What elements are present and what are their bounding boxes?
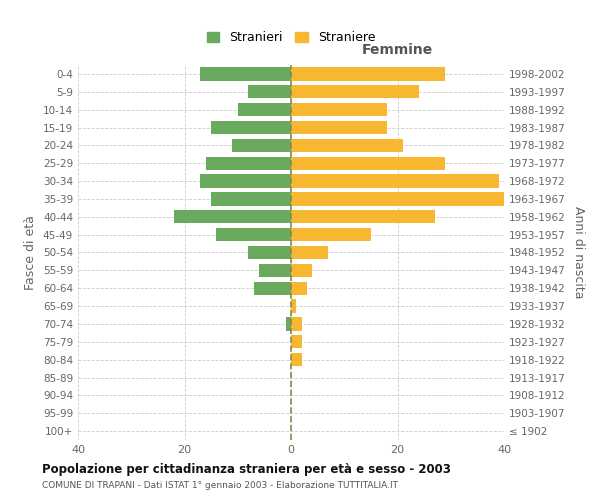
Bar (174, 210, 291, 224)
Bar (291, 317, 302, 330)
Bar (200, 67, 291, 80)
Bar (286, 317, 291, 330)
Bar (291, 210, 435, 224)
Bar (291, 353, 302, 366)
Bar (291, 174, 499, 188)
Legend: Stranieri, Straniere: Stranieri, Straniere (202, 26, 380, 49)
Bar (291, 156, 445, 170)
Bar (200, 174, 291, 188)
Bar (291, 282, 307, 295)
Bar (206, 156, 291, 170)
Bar (291, 85, 419, 98)
Bar (291, 300, 296, 313)
Bar (291, 67, 445, 80)
Bar (217, 228, 291, 241)
Bar (232, 138, 291, 152)
Bar (291, 228, 371, 241)
Bar (248, 85, 291, 98)
Bar (291, 138, 403, 152)
Y-axis label: Fasce di età: Fasce di età (25, 215, 37, 290)
Bar (291, 103, 387, 117)
Bar (291, 264, 313, 277)
Bar (248, 246, 291, 259)
Bar (211, 192, 291, 205)
Bar (211, 121, 291, 134)
Bar (291, 246, 328, 259)
Text: Popolazione per cittadinanza straniera per età e sesso - 2003: Popolazione per cittadinanza straniera p… (42, 462, 451, 475)
Bar (254, 282, 291, 295)
Bar (291, 121, 387, 134)
Text: Femmine: Femmine (362, 44, 433, 58)
Text: COMUNE DI TRAPANI - Dati ISTAT 1° gennaio 2003 - Elaborazione TUTTITALIA.IT: COMUNE DI TRAPANI - Dati ISTAT 1° gennai… (42, 481, 398, 490)
Bar (291, 192, 504, 205)
Bar (291, 335, 302, 348)
Y-axis label: Anni di nascita: Anni di nascita (572, 206, 585, 298)
Bar (238, 103, 291, 117)
Bar (259, 264, 291, 277)
